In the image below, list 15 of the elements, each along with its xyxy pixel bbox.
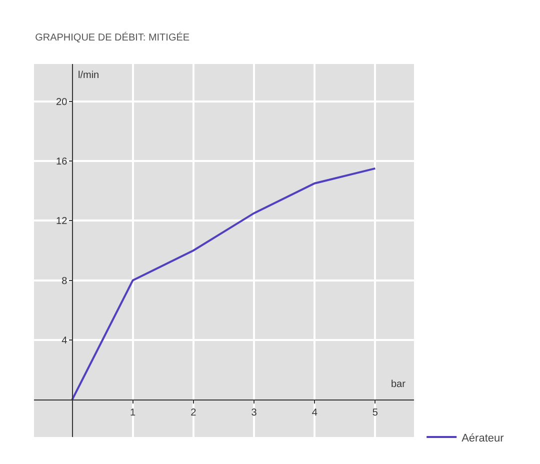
legend-label: Aérateur — [462, 432, 504, 444]
x-tick-label: 4 — [312, 408, 318, 419]
x-tick-label: 3 — [251, 408, 258, 419]
line-series — [71, 167, 376, 401]
x-tick-label: 2 — [190, 408, 197, 419]
x-axis-title: bar — [391, 379, 406, 390]
y-tick-label: 20 — [56, 96, 68, 108]
y-tick-label: 8 — [62, 276, 68, 287]
chart-title: GRAPHIQUE DE DÉBIT: MITIGÉE — [35, 32, 190, 44]
y-axis-title: l/min — [78, 70, 100, 81]
x-tick-label: 5 — [372, 408, 378, 419]
x-tick-label: 1 — [130, 408, 136, 419]
y-tick-label: 16 — [56, 156, 68, 168]
y-tick-label: 4 — [62, 336, 68, 347]
y-tick-label: 12 — [56, 216, 68, 228]
